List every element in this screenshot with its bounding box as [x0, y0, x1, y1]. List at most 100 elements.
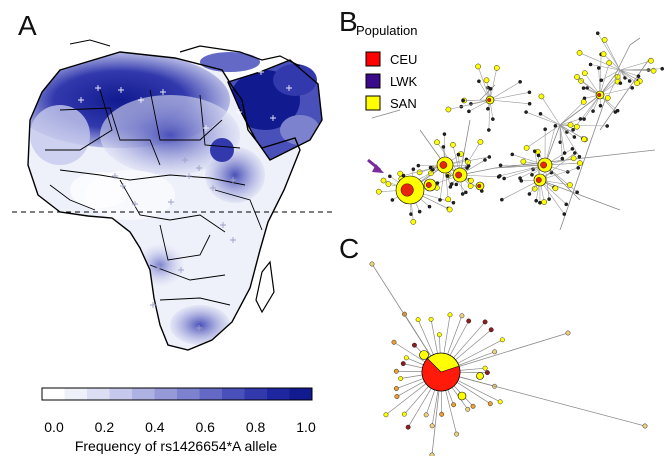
network-node	[470, 403, 476, 409]
colorbar-label: Frequency of rs1426654*A allele	[75, 438, 278, 454]
network-node	[375, 188, 382, 195]
network-node	[510, 152, 515, 157]
network-node	[464, 190, 468, 195]
network-node	[578, 78, 584, 84]
network-edge	[599, 62, 610, 96]
colorbar-cell	[289, 388, 313, 400]
network-node	[466, 318, 472, 324]
network-node	[477, 79, 481, 84]
network-node	[419, 350, 429, 360]
network-node	[630, 86, 634, 90]
network-node	[581, 86, 586, 90]
network-node	[577, 154, 582, 159]
network-node	[484, 370, 490, 376]
network-edge	[525, 111, 561, 126]
network-node	[565, 330, 571, 336]
network-node	[591, 109, 595, 113]
network-edge	[619, 68, 663, 71]
network-node	[477, 139, 484, 145]
network-node	[467, 183, 474, 189]
network-node	[487, 155, 492, 159]
network-node	[595, 31, 600, 36]
network-node	[573, 151, 577, 155]
network-edge	[559, 101, 584, 126]
network-node	[445, 174, 450, 178]
network-node	[497, 399, 503, 405]
network-node	[572, 135, 577, 139]
network-node	[634, 80, 640, 86]
network-node	[427, 204, 432, 209]
network-node	[604, 95, 611, 101]
network-node	[527, 192, 532, 196]
network-node	[596, 66, 601, 70]
network-node	[567, 182, 573, 188]
network-edge	[619, 60, 652, 71]
network-node	[435, 181, 440, 185]
network-node	[601, 37, 608, 43]
network-node	[527, 90, 532, 95]
legend-label: SAN	[390, 96, 417, 111]
network-node	[412, 342, 417, 348]
network-node	[439, 411, 445, 417]
network-edge	[597, 33, 621, 71]
network-node	[398, 376, 404, 381]
network-node	[385, 181, 392, 187]
network-node	[415, 317, 421, 323]
network-node	[575, 190, 579, 195]
colorbar-tick-label: 0.6	[195, 419, 215, 435]
legend-label: LWK	[390, 74, 418, 89]
network-edge	[559, 109, 581, 126]
panel-label-a: A	[18, 10, 37, 41]
network-node	[499, 337, 505, 343]
network-edge	[619, 69, 630, 82]
network-node	[532, 149, 537, 154]
network-edge	[489, 67, 498, 101]
colorbar-tick-label: 0.2	[95, 419, 115, 435]
network-node	[459, 313, 465, 319]
network-node	[636, 74, 641, 79]
network-node	[454, 431, 459, 437]
network-node	[483, 77, 490, 84]
network-hub-slice	[455, 171, 462, 179]
network-node	[467, 109, 471, 114]
network-edge	[559, 124, 575, 138]
colorbar-tick-label: 0.0	[44, 419, 64, 435]
network-edge	[579, 52, 621, 71]
network-edge	[614, 44, 631, 76]
network-node	[401, 411, 407, 417]
network-edge	[599, 54, 602, 96]
network-edge	[489, 92, 530, 101]
network-node	[488, 86, 493, 91]
network-node	[648, 57, 654, 64]
network-node	[578, 117, 583, 121]
network-node	[494, 65, 500, 71]
network-node	[411, 167, 416, 171]
network-node	[383, 412, 389, 418]
network-node	[457, 391, 467, 401]
network-edge	[539, 179, 565, 215]
network-node	[520, 158, 527, 165]
network-edge	[619, 69, 638, 84]
panel-label-c: C	[339, 233, 360, 264]
network-edge	[599, 87, 633, 96]
network-edge	[539, 167, 579, 181]
network-edge	[559, 124, 563, 159]
network-node	[502, 176, 506, 181]
network-node	[388, 174, 392, 179]
network-edge	[559, 124, 580, 157]
network-node	[571, 128, 575, 132]
network-node	[416, 169, 423, 176]
network-node	[446, 206, 453, 213]
network-node	[574, 74, 580, 80]
network-node	[441, 145, 446, 149]
network-edge	[576, 76, 601, 96]
network-node	[598, 103, 603, 108]
network-node	[451, 200, 456, 205]
network-node	[538, 200, 542, 205]
network-hub-slice	[421, 358, 461, 392]
network-node	[582, 117, 586, 121]
network-edge	[489, 99, 530, 105]
arrow-head-icon	[372, 164, 384, 173]
colorbar-tick-label: 0.4	[145, 419, 165, 435]
network-edge	[526, 124, 561, 149]
